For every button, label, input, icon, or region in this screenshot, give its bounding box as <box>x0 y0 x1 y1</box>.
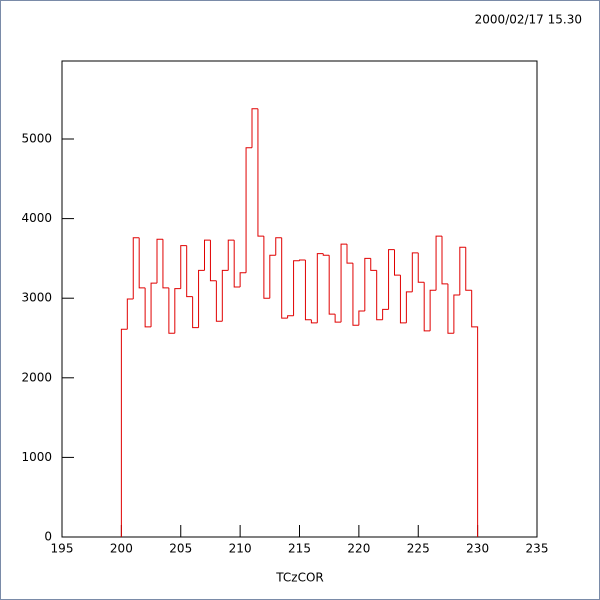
histogram-bin <box>441 236 448 285</box>
histogram-bin <box>447 283 454 334</box>
histogram-bin <box>263 236 270 299</box>
histogram-bin <box>221 269 229 322</box>
histogram-bin <box>382 308 389 320</box>
x-tick-label: 220 <box>347 542 370 556</box>
x-tick-label: 235 <box>526 542 549 556</box>
histogram-bin <box>411 252 419 292</box>
x-tick-label: 195 <box>51 542 74 556</box>
histogram-bin <box>180 245 187 289</box>
histogram-bin <box>316 253 324 323</box>
histogram-bin <box>162 239 169 289</box>
histogram-bin <box>287 315 294 319</box>
y-tick-label: 4000 <box>21 211 52 225</box>
histogram-bin <box>120 328 128 537</box>
histogram-bin <box>192 296 199 329</box>
y-tick-label: 2000 <box>21 370 52 384</box>
histogram-bin <box>394 249 401 276</box>
histogram-bin <box>304 259 312 321</box>
histogram-bin <box>233 240 241 288</box>
histogram-bin <box>138 237 146 289</box>
histogram-bin <box>251 108 258 148</box>
x-tick-label: 230 <box>466 542 489 556</box>
x-tick-label: 225 <box>407 542 430 556</box>
histogram-bin <box>198 269 205 328</box>
y-tick-label: 1000 <box>21 450 52 464</box>
histogram-bin <box>405 291 413 323</box>
histogram-bin <box>429 289 437 331</box>
histogram-bin <box>328 255 336 315</box>
histogram-bin <box>204 239 211 271</box>
histogram-bin <box>275 237 282 256</box>
histogram-bin <box>227 239 235 271</box>
histogram-bin <box>132 237 140 299</box>
histogram-bin <box>281 237 288 319</box>
histogram-bin <box>340 243 347 323</box>
histogram-bin <box>376 270 383 321</box>
y-tick-label: 3000 <box>21 291 52 305</box>
histogram-bin <box>299 259 306 261</box>
timestamp: 2000/02/17 15.30 <box>475 13 582 27</box>
histogram-bin <box>239 272 247 288</box>
histogram-bin <box>245 147 252 273</box>
histogram-bin <box>174 288 181 334</box>
histogram-bin <box>215 280 223 322</box>
histogram-bin <box>453 294 460 334</box>
x-tick-label: 215 <box>288 542 311 556</box>
histogram-bin <box>417 252 425 283</box>
histogram-bin <box>358 310 365 326</box>
histogram-bin <box>257 108 264 237</box>
histogram-bin <box>293 260 300 316</box>
histogram-bin <box>334 314 342 323</box>
histogram-bin <box>465 247 472 291</box>
histogram-bin <box>352 263 359 326</box>
histogram-bin <box>364 257 371 311</box>
histogram-bin <box>346 244 353 264</box>
histogram-bin <box>144 287 152 328</box>
histogram-bin <box>435 235 442 291</box>
histogram-bin <box>186 245 193 298</box>
histogram-bin <box>423 282 431 332</box>
histogram-bin <box>459 246 466 296</box>
histogram-bin <box>156 238 163 284</box>
histogram-bin <box>388 249 395 310</box>
histogram-bin <box>126 298 134 330</box>
histogram-bin <box>322 253 330 256</box>
histogram-bin <box>168 287 175 334</box>
histogram-bin <box>399 275 407 324</box>
histogram-bin <box>209 240 217 282</box>
histogram-bin <box>370 258 377 271</box>
histogram-bin <box>150 282 157 327</box>
x-tick-label: 210 <box>229 542 252 556</box>
y-tick-label: 0 <box>44 530 52 544</box>
y-tick-label: 5000 <box>21 132 52 146</box>
x-tick-label: 205 <box>169 542 192 556</box>
histogram-bin <box>310 319 318 324</box>
x-axis-label: TCzCOR <box>275 571 323 585</box>
histogram-bin <box>471 290 479 537</box>
x-tick-label: 200 <box>110 542 133 556</box>
histogram-bin <box>269 254 276 299</box>
